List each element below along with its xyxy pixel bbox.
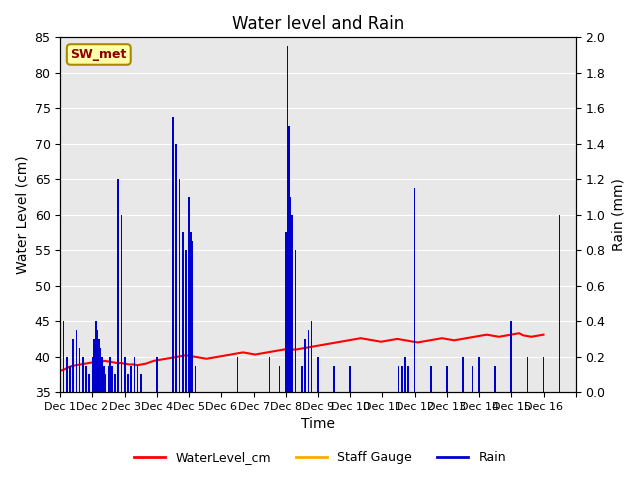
Bar: [127, 374, 129, 392]
Bar: [311, 321, 312, 392]
Bar: [285, 232, 287, 392]
Bar: [543, 357, 544, 392]
Bar: [494, 365, 496, 392]
Bar: [190, 232, 191, 392]
Bar: [79, 348, 81, 392]
Bar: [101, 357, 103, 392]
Bar: [63, 321, 64, 392]
Bar: [294, 250, 296, 392]
Bar: [559, 215, 561, 392]
Bar: [95, 321, 97, 392]
Bar: [109, 357, 111, 392]
Bar: [349, 365, 351, 392]
Bar: [290, 197, 291, 392]
Bar: [478, 357, 480, 392]
Bar: [140, 374, 141, 392]
Bar: [511, 321, 512, 392]
Bar: [85, 365, 87, 392]
Bar: [269, 357, 271, 392]
Bar: [288, 126, 290, 392]
Bar: [237, 357, 238, 392]
Bar: [97, 330, 98, 392]
Bar: [287, 46, 288, 392]
Bar: [69, 365, 71, 392]
Legend: WaterLevel_cm, Staff Gauge, Rain: WaterLevel_cm, Staff Gauge, Rain: [129, 446, 511, 469]
Bar: [172, 117, 174, 392]
Bar: [401, 365, 403, 392]
Bar: [72, 339, 74, 392]
Bar: [98, 339, 100, 392]
X-axis label: Time: Time: [301, 418, 335, 432]
Bar: [185, 250, 187, 392]
Bar: [76, 330, 77, 392]
Bar: [111, 365, 113, 392]
Y-axis label: Rain (mm): Rain (mm): [611, 178, 625, 251]
Bar: [414, 188, 415, 392]
Bar: [397, 365, 399, 392]
Bar: [108, 365, 109, 392]
Bar: [137, 365, 138, 392]
Bar: [446, 365, 447, 392]
Bar: [408, 365, 409, 392]
Bar: [82, 357, 84, 392]
Bar: [191, 241, 193, 392]
Bar: [104, 374, 106, 392]
Bar: [121, 215, 122, 392]
Bar: [156, 357, 157, 392]
Bar: [118, 179, 119, 392]
Bar: [131, 365, 132, 392]
Bar: [124, 357, 125, 392]
Text: SW_met: SW_met: [70, 48, 127, 61]
Bar: [278, 365, 280, 392]
Bar: [103, 365, 104, 392]
Bar: [188, 197, 190, 392]
Bar: [527, 357, 528, 392]
Bar: [333, 365, 335, 392]
Bar: [66, 357, 68, 392]
Bar: [317, 357, 319, 392]
Bar: [404, 357, 406, 392]
Bar: [291, 215, 293, 392]
Bar: [430, 365, 431, 392]
Bar: [462, 357, 464, 392]
Bar: [304, 339, 306, 392]
Bar: [134, 357, 135, 392]
Bar: [114, 374, 116, 392]
Y-axis label: Water Level (cm): Water Level (cm): [15, 156, 29, 274]
Bar: [301, 365, 303, 392]
Bar: [100, 348, 101, 392]
Bar: [175, 144, 177, 392]
Title: Water level and Rain: Water level and Rain: [232, 15, 404, 33]
Bar: [182, 232, 184, 392]
Bar: [88, 374, 90, 392]
Bar: [93, 339, 95, 392]
Bar: [308, 330, 309, 392]
Bar: [92, 357, 93, 392]
Bar: [195, 365, 196, 392]
Bar: [472, 365, 474, 392]
Bar: [179, 179, 180, 392]
